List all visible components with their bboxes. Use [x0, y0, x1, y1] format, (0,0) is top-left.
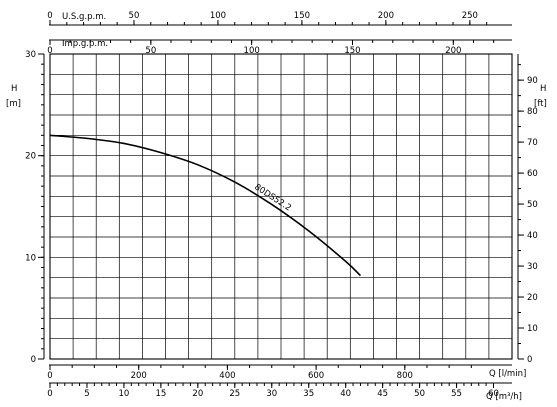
plot-frame — [49, 53, 513, 360]
right-axis: 0 10 20 30 40 50 60 70 80 90 — [517, 54, 538, 365]
bottom-axis-m3h-tick-label: 5 — [84, 389, 89, 399]
top-axis-impgpm-tick-label: 50 — [145, 46, 156, 56]
left-axis-tick-label: 10 — [25, 253, 36, 263]
series-80ds52-2: 80DS52.2 — [49, 134, 362, 277]
bottom-axis-m3h-tick-label: 35 — [303, 389, 314, 399]
bottom-axis-m3h: 0 5 10 15 20 25 30 35 40 45 50 55 60 — [47, 382, 512, 399]
top-axis-usgpm-tick-label: 0 — [47, 11, 52, 21]
right-axis-unit: [ft] — [534, 99, 547, 109]
bottom-axis-lmin-tick-label: 400 — [219, 371, 235, 381]
right-axis-tick-label: 80 — [527, 107, 538, 117]
bottom-axis-m3h-tick-label: 50 — [414, 389, 425, 399]
top-axis-usgpm-tick-label: 250 — [462, 11, 478, 21]
right-axis-tick-label: 60 — [527, 169, 538, 179]
right-axis-tick-label: 20 — [527, 293, 538, 303]
top-axis-impgpm-title: Imp.g.p.m. — [62, 39, 108, 49]
bottom-axis-m3h-tick-label: 55 — [451, 389, 462, 399]
series-line — [49, 134, 362, 277]
bottom-axis-m3h-tick-label: 30 — [266, 389, 277, 399]
bottom-axis-m3h-tick-label: 10 — [119, 389, 130, 399]
bottom-axis-m3h-tick-label: 60 — [488, 389, 499, 399]
top-axis-impgpm: 0 50 100 150 200 — [47, 39, 512, 56]
top-axis-usgpm: 0 50 100 150 200 250 — [47, 11, 512, 26]
right-axis-tick-label: 40 — [527, 231, 538, 241]
bottom-axis-m3h-title: Q [m³/h] — [486, 392, 522, 402]
right-axis-tick-label: 90 — [527, 76, 538, 86]
bottom-axis-lmin: 0 200 400 600 800 — [47, 364, 512, 381]
left-axis-title: H — [11, 84, 17, 94]
top-axis-impgpm-tick-label: 200 — [445, 46, 461, 56]
series-label: 80DS52.2 — [252, 182, 292, 213]
right-axis-tick-label: 0 — [527, 355, 532, 365]
grid-lines — [50, 54, 512, 359]
bottom-axis-m3h-tick-label: 45 — [377, 389, 388, 399]
left-axis-tick-label: 0 — [31, 355, 36, 365]
right-axis-tick-label: 50 — [527, 200, 538, 210]
top-axis-usgpm-tick-label: 200 — [378, 11, 394, 21]
left-axis-tick-label: 30 — [25, 50, 36, 60]
left-axis-tick-label: 20 — [25, 152, 36, 162]
left-axis-unit: [m] — [6, 99, 21, 109]
bottom-axis-lmin-tick-label: 0 — [47, 371, 52, 381]
top-axis-impgpm-tick-label: 100 — [244, 46, 260, 56]
bottom-axis-lmin-tick-label: 200 — [131, 371, 147, 381]
bottom-axis-m3h-tick-label: 15 — [155, 389, 166, 399]
top-axis-usgpm-tick-label: 100 — [210, 11, 226, 21]
bottom-axis-m3h-tick-label: 25 — [229, 389, 240, 399]
bottom-axis-m3h-tick-label: 20 — [192, 389, 203, 399]
right-axis-tick-label: 10 — [527, 324, 538, 334]
right-axis-title: H — [540, 84, 546, 94]
top-axis-usgpm-tick-label: 150 — [294, 11, 310, 21]
left-axis: 0 10 20 30 — [25, 50, 45, 365]
top-axis-impgpm-tick-label: 150 — [344, 46, 360, 56]
top-axis-usgpm-tick-label: 50 — [129, 11, 140, 21]
bottom-axis-m3h-tick-label: 40 — [340, 389, 351, 399]
right-axis-tick-label: 30 — [527, 262, 538, 272]
top-axis-usgpm-title: U.S.g.p.m. — [62, 12, 106, 22]
right-axis-tick-label: 70 — [527, 138, 538, 148]
bottom-axis-m3h-tick-label: 0 — [47, 389, 52, 399]
bottom-axis-lmin-title: Q [l/min] — [489, 369, 526, 379]
bottom-axis-lmin-tick-label: 600 — [308, 371, 324, 381]
top-axis-impgpm-tick-label: 0 — [47, 46, 52, 56]
bottom-axis-lmin-tick-label: 800 — [397, 371, 413, 381]
